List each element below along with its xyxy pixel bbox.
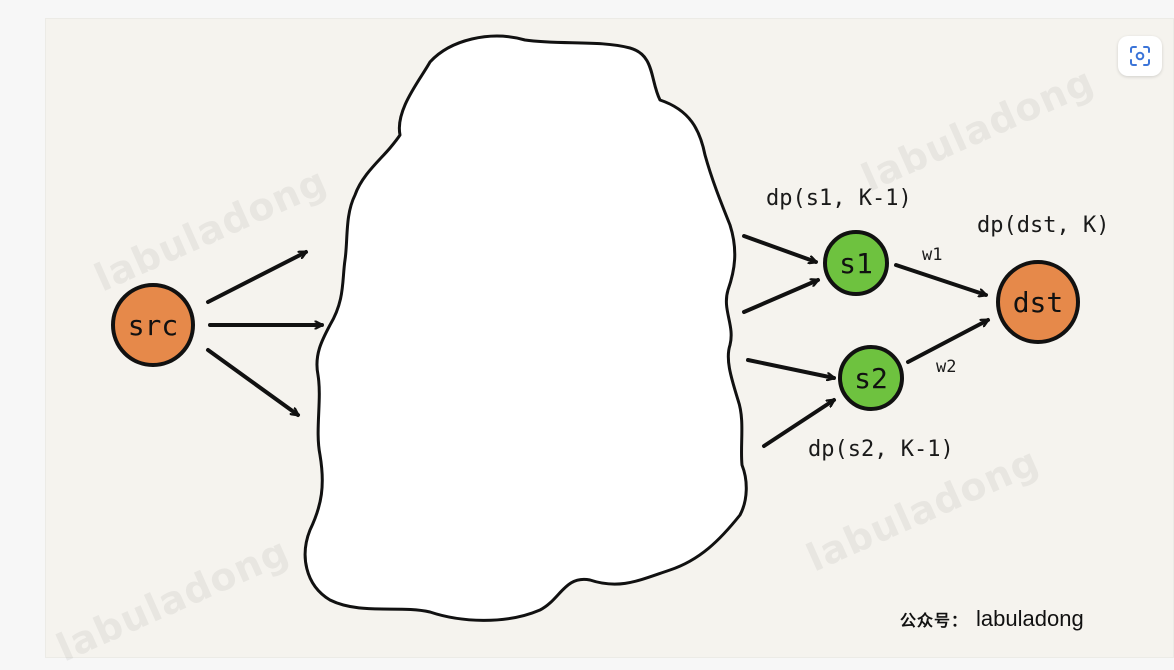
node-src: [111, 283, 195, 367]
node-s2-label: s2: [854, 362, 888, 395]
credit-prefix: 公众号：: [900, 611, 969, 630]
edge-src-out-3: [206, 348, 300, 417]
node-s1-label: s1: [839, 247, 873, 280]
edge-in-s2-1: [746, 358, 836, 378]
edge-in-s1-2: [742, 278, 820, 314]
node-s2: [838, 345, 904, 411]
dp-s2-label: dp(s2, K-1): [808, 437, 954, 462]
node-src-label: src: [128, 309, 179, 342]
weight-w1-label: w1: [922, 245, 943, 265]
visual-lookup-button[interactable]: [1118, 36, 1162, 76]
node-dst-label: dst: [1013, 286, 1064, 319]
node-dst: [996, 260, 1080, 344]
edge-s1-dst: [894, 263, 988, 295]
edge-in-s1-1: [742, 234, 818, 262]
credit: 公众号： labuladong: [900, 606, 1084, 632]
edge-src-out-1: [206, 250, 308, 304]
dp-s1-label: dp(s1, K-1): [766, 186, 912, 211]
node-s1: [823, 230, 889, 296]
scan-icon: [1130, 46, 1150, 66]
unknown-region-blob: [303, 34, 748, 622]
edge-in-s2-2: [762, 398, 836, 448]
credit-name: labuladong: [976, 606, 1084, 631]
edge-s2-dst: [906, 318, 990, 364]
dp-dst-label: dp(dst, K): [977, 213, 1110, 238]
weight-w2-label: w2: [936, 357, 957, 377]
